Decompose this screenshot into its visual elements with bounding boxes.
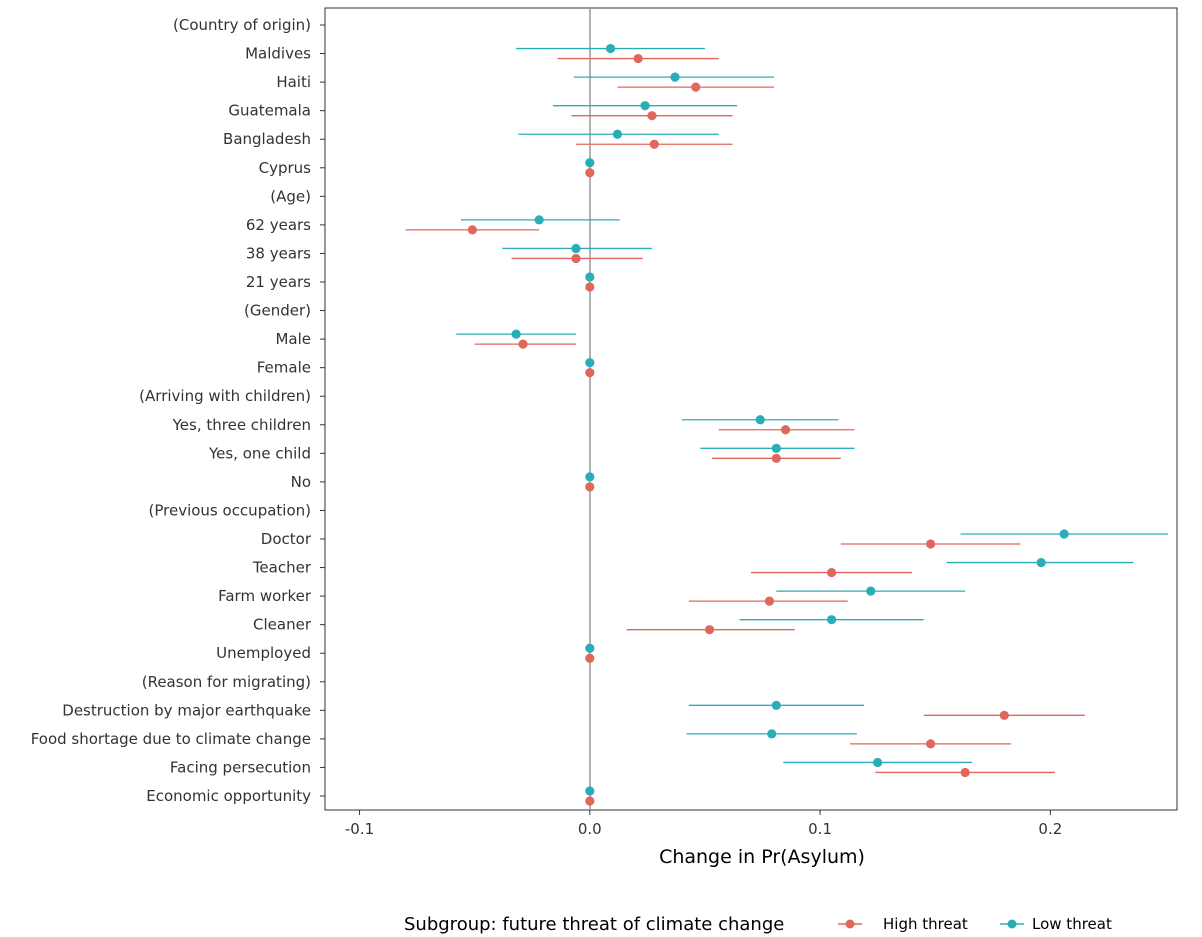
- legend-label-low-threat: Low threat: [1032, 915, 1112, 933]
- point-low-threat-female: [585, 358, 595, 368]
- point-low-threat-male: [511, 329, 521, 339]
- y-tick-label-farm-worker: Farm worker: [218, 587, 312, 605]
- x-axis-labels: -0.1 0.0 0.1 0.2: [345, 820, 1062, 838]
- legend-key-low-threat: [1000, 919, 1024, 929]
- legend-title: Subgroup: future threat of climate chang…: [404, 914, 784, 935]
- point-high-threat-yes-one-child: [771, 453, 781, 463]
- point-high-threat-farm-worker: [764, 596, 775, 606]
- point-low-threat-bangladesh: [612, 129, 623, 139]
- point-low-threat-yes-one-child: [771, 443, 781, 453]
- point-high-threat-guatemala: [647, 111, 657, 121]
- point-high-threat-destruction-by-major-earthquake: [999, 710, 1009, 720]
- x-tick-label: 0.1: [808, 820, 832, 838]
- legend: Subgroup: future threat of climate chang…: [404, 914, 1112, 935]
- point-low-threat-destruction-by-major-earthquake: [771, 700, 781, 710]
- plot-panel: [324, 7, 1178, 811]
- y-tick-label-38-years: 38 years: [246, 244, 311, 262]
- y-tick-label-yes-one-child: Yes, one child: [208, 444, 311, 462]
- y-tick-label-unemployed: Unemployed: [216, 644, 311, 662]
- point-high-threat-no: [585, 482, 595, 492]
- point-low-threat-38-years: [571, 243, 581, 254]
- point-low-threat-cleaner: [826, 615, 837, 625]
- y-tick-label-yes-three-children: Yes, three children: [172, 416, 311, 434]
- point-high-threat-62-years: [467, 225, 477, 235]
- point-high-threat-haiti: [691, 82, 701, 92]
- x-tick-label: -0.1: [345, 820, 374, 838]
- y-axis-ticks: [320, 24, 325, 797]
- y-tick-label-destruction-by-major-earthquake: Destruction by major earthquake: [62, 701, 311, 719]
- y-tick-label-doctor: Doctor: [261, 530, 312, 548]
- point-high-threat-21-years: [585, 282, 595, 292]
- point-low-threat-maldives: [605, 43, 616, 54]
- y-tick-label-cleaner: Cleaner: [253, 616, 312, 634]
- y-tick-label-arriving-with-children: (Arriving with children): [139, 387, 311, 405]
- x-axis-ticks: [359, 810, 1051, 815]
- point-high-threat-food-shortage-due-to-climate-change: [926, 739, 936, 749]
- point-low-threat-no: [585, 472, 595, 482]
- point-low-threat-yes-three-children: [755, 415, 765, 425]
- point-low-threat-cyprus: [585, 158, 595, 168]
- x-tick-label: 0.2: [1038, 820, 1062, 838]
- point-high-threat-38-years: [571, 253, 581, 264]
- y-tick-label-male: Male: [275, 330, 311, 348]
- y-tick-label-gender: (Gender): [244, 302, 311, 320]
- point-low-threat-62-years: [534, 215, 544, 225]
- y-tick-label-facing-persecution: Facing persecution: [170, 758, 311, 776]
- y-tick-label-21-years: 21 years: [246, 273, 311, 291]
- y-tick-label-teacher: Teacher: [252, 559, 312, 577]
- point-high-threat-teacher: [826, 567, 837, 578]
- y-tick-label-female: Female: [257, 359, 311, 377]
- legend-label-high-threat: High threat: [883, 915, 968, 933]
- y-tick-label-economic-opportunity: Economic opportunity: [146, 787, 311, 805]
- point-high-threat-cleaner: [704, 625, 715, 635]
- point-high-threat-bangladesh: [649, 139, 659, 149]
- legend-key-high-threat: [838, 919, 862, 929]
- point-high-threat-unemployed: [585, 653, 595, 663]
- point-high-threat-economic-opportunity: [585, 796, 595, 806]
- y-tick-label-guatemala: Guatemala: [228, 102, 311, 120]
- x-tick-label: 0.0: [578, 820, 602, 838]
- y-tick-label-cyprus: Cyprus: [259, 159, 312, 177]
- point-high-threat-cyprus: [585, 168, 595, 178]
- y-tick-label-haiti: Haiti: [276, 73, 311, 91]
- y-tick-label-bangladesh: Bangladesh: [223, 130, 311, 148]
- point-high-threat-doctor: [926, 539, 936, 549]
- series-high-threat: [405, 53, 1085, 806]
- point-low-threat-teacher: [1036, 557, 1046, 568]
- point-high-threat-maldives: [633, 53, 643, 64]
- y-tick-label-age: (Age): [270, 187, 311, 205]
- point-low-threat-haiti: [670, 72, 680, 82]
- point-low-threat-unemployed: [585, 643, 595, 653]
- y-tick-label-no: No: [291, 473, 311, 491]
- series-layer: [405, 43, 1168, 806]
- point-low-threat-facing-persecution: [873, 757, 883, 768]
- series-low-threat: [456, 43, 1168, 796]
- y-tick-label-previous-occupation: (Previous occupation): [149, 501, 312, 519]
- point-low-threat-21-years: [585, 272, 595, 282]
- point-high-threat-male: [518, 339, 528, 349]
- point-high-threat-facing-persecution: [960, 767, 970, 778]
- y-tick-label-food-shortage-due-to-climate-change: Food shortage due to climate change: [31, 730, 311, 748]
- point-low-threat-doctor: [1059, 529, 1069, 539]
- y-axis-labels: (Country of origin) Maldives Haiti Guatemal…: [31, 16, 312, 805]
- point-low-threat-guatemala: [640, 101, 650, 111]
- point-low-threat-food-shortage-due-to-climate-change: [767, 729, 777, 739]
- y-tick-label-maldives: Maldives: [245, 45, 311, 63]
- point-low-threat-economic-opportunity: [585, 786, 595, 796]
- point-high-threat-yes-three-children: [780, 425, 791, 435]
- point-high-threat-female: [585, 368, 595, 378]
- y-tick-label-62-years: 62 years: [246, 216, 311, 234]
- y-tick-label-reason-for-migrating: (Reason for migrating): [142, 673, 311, 691]
- y-tick-label-country-of-origin: (Country of origin): [173, 16, 311, 34]
- point-low-threat-farm-worker: [866, 586, 876, 596]
- x-axis-title: Change in Pr(Asylum): [659, 846, 865, 868]
